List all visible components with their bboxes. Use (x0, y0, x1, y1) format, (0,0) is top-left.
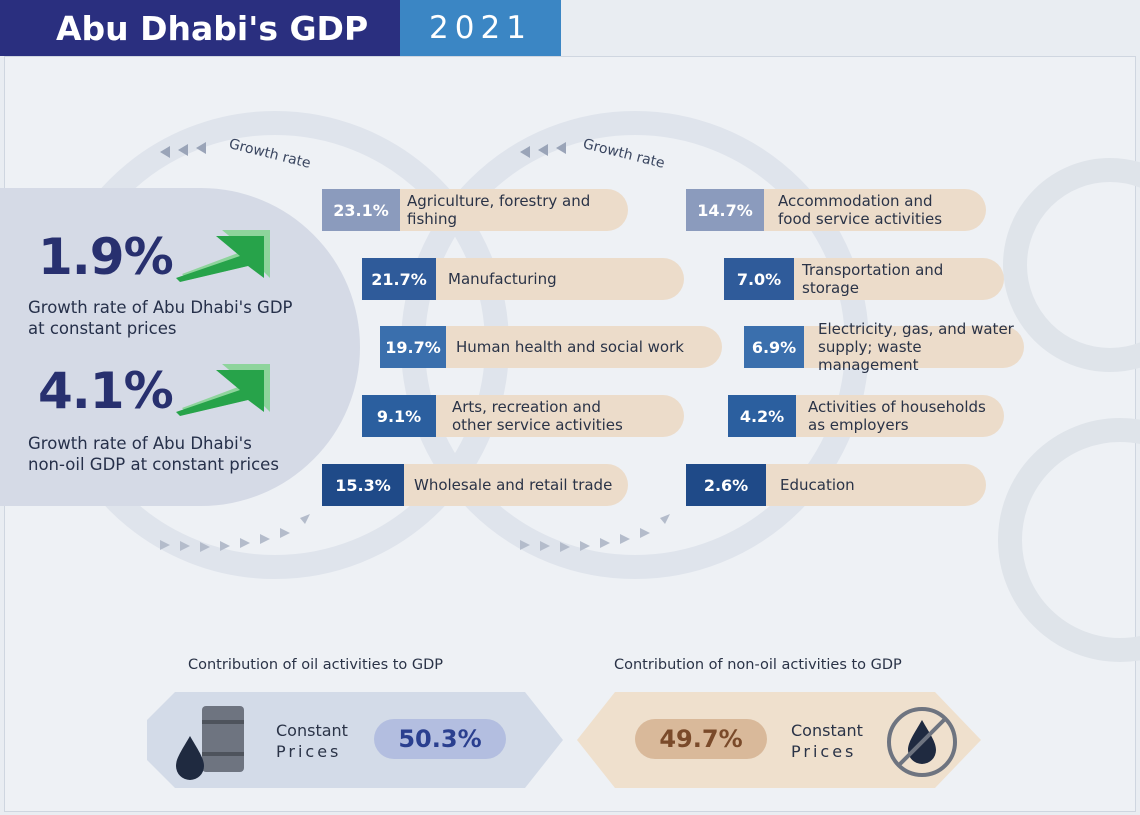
sector-pill-wholesale: Wholesale and retail trade (400, 464, 628, 506)
sector-name: Accommodation and food service activitie… (778, 192, 942, 228)
sector-name-line: Arts, recreation and (452, 398, 601, 416)
sector-name: Activities of households as employers (808, 398, 986, 434)
sector-pill-electricity: Electricity, gas, and water supply; wast… (800, 320, 1024, 374)
gear-icon (998, 158, 1140, 662)
sector-name-line: Activities of households (808, 398, 986, 416)
cp-line: Constant (276, 721, 348, 740)
year-badge: 2021 (400, 0, 561, 56)
no-oil-icon (887, 707, 957, 777)
caption-line: non-oil GDP at constant prices (28, 455, 279, 474)
sector-name: Agriculture, forestry and fishing (407, 192, 591, 228)
sector-pill-accommodation: Accommodation and food service activitie… (760, 189, 986, 231)
sector-pct-transportation: 7.0% (724, 258, 794, 300)
headline-block (0, 188, 360, 506)
sector-pct-agriculture: 23.1% (322, 189, 400, 231)
cp-line: Constant (791, 721, 863, 740)
sector-pct-accommodation: 14.7% (686, 189, 764, 231)
sector-name-line: food service activities (778, 210, 943, 228)
sector-pct-electricity: 6.9% (744, 326, 804, 368)
sector-name: Education (780, 476, 855, 494)
oil-constant-prices: Constant Prices (276, 720, 348, 762)
non-oil-growth-caption: Growth rate of Abu Dhabi's non-oil GDP a… (28, 433, 279, 475)
non-oil-contribution-value: 49.7% (635, 719, 767, 759)
sector-name-line: supply; waste management (818, 338, 922, 374)
sector-name: Electricity, gas, and water supply; wast… (818, 320, 1024, 374)
sector-name-line: Electricity, gas, and water (818, 320, 1014, 338)
sector-name-line: other service activities (452, 416, 623, 434)
non-oil-constant-prices: Constant Prices (791, 720, 863, 762)
growth-arrow-icon (176, 364, 270, 416)
sector-pill-agriculture: Agriculture, forestry and fishing (395, 189, 628, 231)
sector-pill-education: Education (762, 464, 986, 506)
sector-pill-manufacturing: Manufacturing (430, 258, 684, 300)
sector-pct-health: 19.7% (380, 326, 446, 368)
oil-contribution-label: Contribution of oil activities to GDP (188, 657, 444, 673)
chevron-arrows-icon (160, 142, 566, 158)
caption-line: at constant prices (28, 319, 177, 338)
sector-pct-wholesale: 15.3% (322, 464, 404, 506)
sector-pill-arts: Arts, recreation and other service activ… (430, 395, 684, 437)
sector-pill-health: Human health and social work (440, 326, 722, 368)
sector-pct-households: 4.2% (728, 395, 796, 437)
non-oil-growth-value: 4.1% (38, 362, 174, 420)
caption-line: Growth rate of Abu Dhabi's (28, 434, 252, 453)
sector-pct-education: 2.6% (686, 464, 766, 506)
caption-line: Growth rate of Abu Dhabi's GDP (28, 298, 293, 317)
gdp-growth-caption: Growth rate of Abu Dhabi's GDP at consta… (28, 297, 293, 339)
oil-barrel-icon (176, 706, 244, 780)
non-oil-contribution-box (577, 692, 981, 788)
cp-line: Prices (791, 742, 857, 761)
gdp-growth-value: 1.9% (38, 228, 174, 286)
sector-name: Transportation and storage (802, 261, 944, 297)
cp-line: Prices (276, 742, 342, 761)
sector-pct-arts: 9.1% (362, 395, 436, 437)
sector-pill-transportation: Transportation and storage (790, 258, 1004, 300)
non-oil-contribution-label: Contribution of non-oil activities to GD… (614, 657, 902, 673)
sector-name: Human health and social work (456, 338, 684, 356)
sector-name-line: Accommodation and (778, 192, 933, 210)
oil-contribution-box (147, 692, 563, 788)
sector-name: Wholesale and retail trade (414, 476, 613, 494)
oil-contribution-value: 50.3% (374, 719, 506, 759)
sector-pill-households: Activities of households as employers (792, 395, 1004, 437)
sector-pct-manufacturing: 21.7% (362, 258, 436, 300)
growth-arrow-icon (176, 230, 270, 282)
chevron-arrows-icon (160, 514, 670, 552)
page-title: Abu Dhabi's GDP (0, 0, 400, 56)
sector-name: Arts, recreation and other service activ… (452, 398, 623, 434)
sector-name-line: as employers (808, 416, 909, 434)
sector-name: Manufacturing (448, 270, 557, 288)
